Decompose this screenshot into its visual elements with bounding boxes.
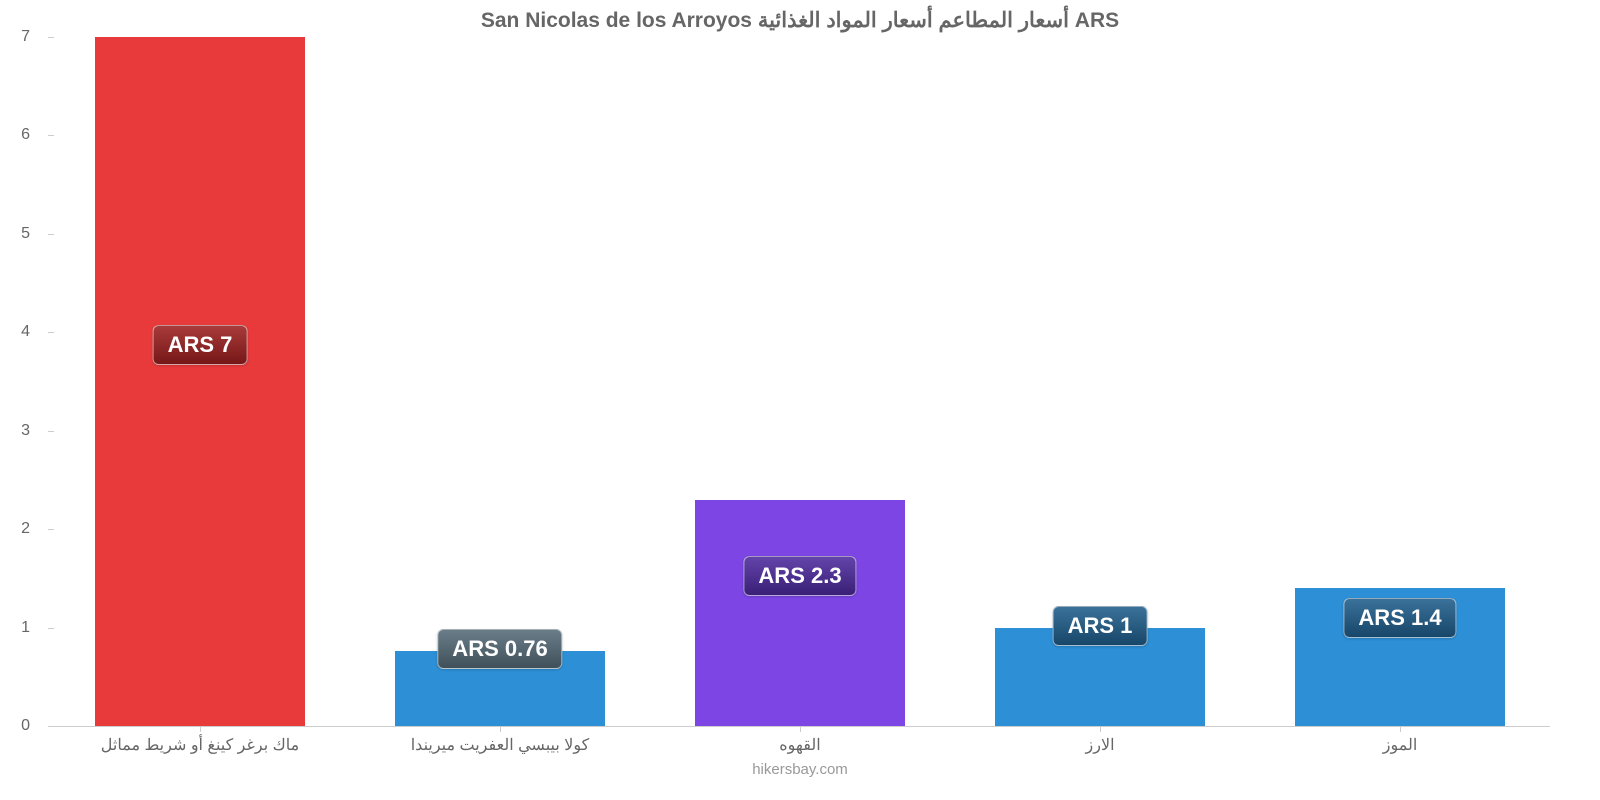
- bar: ARS 1: [995, 628, 1205, 726]
- y-tick-label: 7: [21, 28, 30, 46]
- x-tick-mark: [200, 726, 201, 732]
- bar-value-label: ARS 0.76: [437, 629, 562, 669]
- bar-value-label: ARS 1: [1053, 606, 1148, 646]
- bar-value-label: ARS 1.4: [1343, 598, 1456, 638]
- y-tick-label: 0: [21, 717, 30, 735]
- bar: ARS 1.4: [1295, 588, 1505, 726]
- bar: ARS 0.76: [395, 651, 605, 726]
- x-tick-mark: [800, 726, 801, 732]
- bar-slot: ARS 1: [950, 37, 1250, 726]
- y-tick-label: 6: [21, 126, 30, 144]
- plot-area: 01234567 ARS 7ARS 0.76ARS 2.3ARS 1ARS 1.…: [50, 37, 1550, 727]
- bar: ARS 7: [95, 37, 305, 726]
- bar-slot: ARS 2.3: [650, 37, 950, 726]
- x-tick-mark: [1100, 726, 1101, 732]
- credit-text: hikersbay.com: [0, 761, 1600, 778]
- x-tick-mark: [1400, 726, 1401, 732]
- bar-slot: ARS 1.4: [1250, 37, 1550, 726]
- y-tick-mark: [48, 726, 54, 727]
- bar-value-label: ARS 2.3: [743, 556, 856, 596]
- bar-value-label: ARS 7: [153, 325, 248, 365]
- bar-slot: ARS 0.76: [350, 37, 650, 726]
- chart-container: San Nicolas de los Arroyos أسعار المطاعم…: [0, 0, 1600, 800]
- bar-slot: ARS 7: [50, 37, 350, 726]
- x-tick-mark: [500, 726, 501, 732]
- bar: ARS 2.3: [695, 500, 905, 726]
- bars-group: ARS 7 ARS 0.76 ARS 2.3 ARS 1 ARS 1.4: [50, 37, 1550, 726]
- chart-title: San Nicolas de los Arroyos أسعار المطاعم…: [0, 8, 1600, 33]
- y-tick-label: 1: [21, 619, 30, 637]
- y-tick-label: 3: [21, 422, 30, 440]
- y-tick-label: 4: [21, 323, 30, 341]
- y-tick-label: 2: [21, 520, 30, 538]
- y-tick-label: 5: [21, 225, 30, 243]
